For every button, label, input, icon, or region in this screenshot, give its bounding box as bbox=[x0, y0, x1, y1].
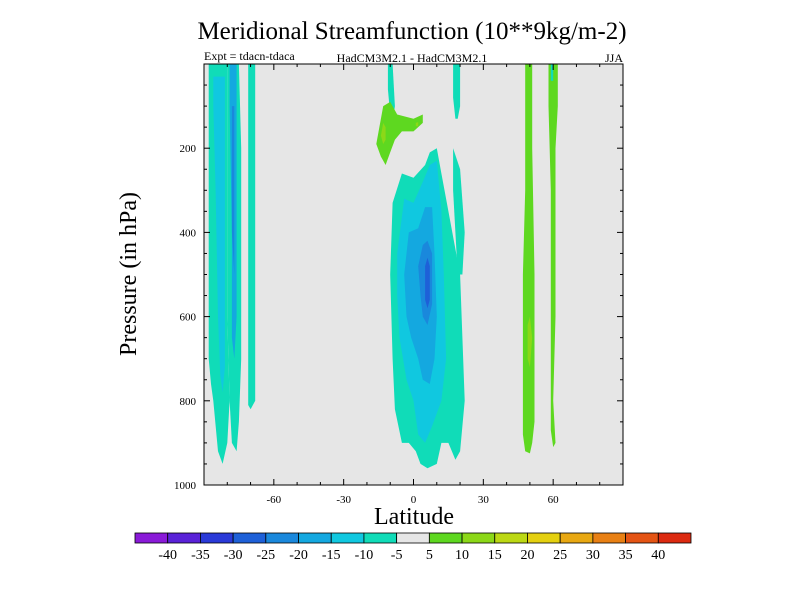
y-tick-label: 200 bbox=[180, 143, 197, 155]
colorbar-swatch bbox=[494, 532, 528, 544]
colorbar-swatch bbox=[167, 532, 201, 544]
x-tick-label: -60 bbox=[266, 494, 281, 506]
x-tick-label: -30 bbox=[336, 494, 351, 506]
contour-region bbox=[376, 101, 423, 165]
colorbar-swatch bbox=[461, 532, 496, 544]
colorbar-swatch bbox=[200, 532, 234, 544]
colorbar-swatch bbox=[134, 532, 169, 544]
colorbar-swatch bbox=[592, 532, 626, 544]
colorbar-swatch bbox=[330, 532, 365, 544]
contour-region bbox=[550, 64, 554, 81]
contour-region bbox=[248, 64, 256, 410]
contour-region bbox=[213, 76, 225, 393]
colorbar-swatch bbox=[527, 532, 561, 544]
contour-region bbox=[231, 106, 235, 275]
colorbar-label: 25 bbox=[553, 548, 567, 563]
experiment-label: Expt = tdacn-tdaca bbox=[204, 49, 295, 63]
contour-region bbox=[380, 122, 386, 144]
contour-region bbox=[425, 257, 430, 309]
y-tick-label: 1000 bbox=[174, 480, 197, 492]
season-label: JJA bbox=[605, 51, 623, 65]
colorbar-label: -30 bbox=[224, 548, 243, 563]
colorbar-label: -15 bbox=[322, 548, 341, 563]
colorbar-swatch bbox=[265, 532, 299, 544]
y-axis-label: Pressure (in hPa) bbox=[116, 192, 142, 356]
contour-region bbox=[415, 122, 419, 127]
model-label: HadCM3M2.1 - HadCM3M2.1 bbox=[337, 51, 488, 65]
colorbar-swatch bbox=[363, 532, 398, 544]
colorbar-label: 15 bbox=[488, 548, 502, 563]
y-tick-label: 600 bbox=[180, 312, 197, 324]
contour-region bbox=[453, 148, 465, 275]
colorbar-label: 40 bbox=[651, 548, 665, 563]
x-tick-label: 30 bbox=[478, 494, 490, 506]
contour-region bbox=[548, 64, 558, 448]
x-tick-label: 60 bbox=[548, 494, 560, 506]
colorbar-label: -40 bbox=[158, 548, 177, 563]
colorbar-label: 35 bbox=[619, 548, 633, 563]
colorbar-label: 30 bbox=[586, 548, 600, 563]
contour-region bbox=[522, 64, 535, 454]
contour-region bbox=[527, 316, 533, 368]
colorbar-label: 5 bbox=[426, 548, 433, 563]
colorbar: -40 -35 -30 -25 -20 -15 -10 -5 5 10 15 20 25 30 35 40 bbox=[134, 532, 692, 563]
colorbar-label: -25 bbox=[256, 548, 275, 563]
colorbar-label: 20 bbox=[520, 548, 534, 563]
colorbar-label: -10 bbox=[355, 548, 374, 563]
chart-title: Meridional Streamfunction (10**9kg/m-2) bbox=[197, 18, 626, 45]
colorbar-swatch bbox=[298, 532, 332, 544]
y-tick-label: 800 bbox=[180, 396, 197, 408]
colorbar-label: 10 bbox=[455, 548, 469, 563]
colorbar-swatch bbox=[428, 532, 463, 544]
x-tick-label: 0 bbox=[411, 494, 417, 506]
contour-region bbox=[453, 64, 461, 119]
colorbar-label: -35 bbox=[191, 548, 210, 563]
x-axis-label: Latitude bbox=[374, 504, 454, 530]
y-tick-label: 400 bbox=[180, 227, 197, 239]
colorbar-label: -5 bbox=[391, 548, 403, 563]
colorbar-swatch bbox=[625, 532, 659, 544]
colorbar-swatch bbox=[232, 532, 267, 544]
colorbar-label: -20 bbox=[289, 548, 308, 563]
colorbar-swatch bbox=[396, 532, 430, 544]
colorbar-swatch bbox=[559, 532, 594, 544]
plot-area: -60 -30 0 30 60 200 400 600 800 1000 bbox=[174, 63, 624, 506]
colorbar-swatch bbox=[657, 532, 692, 544]
